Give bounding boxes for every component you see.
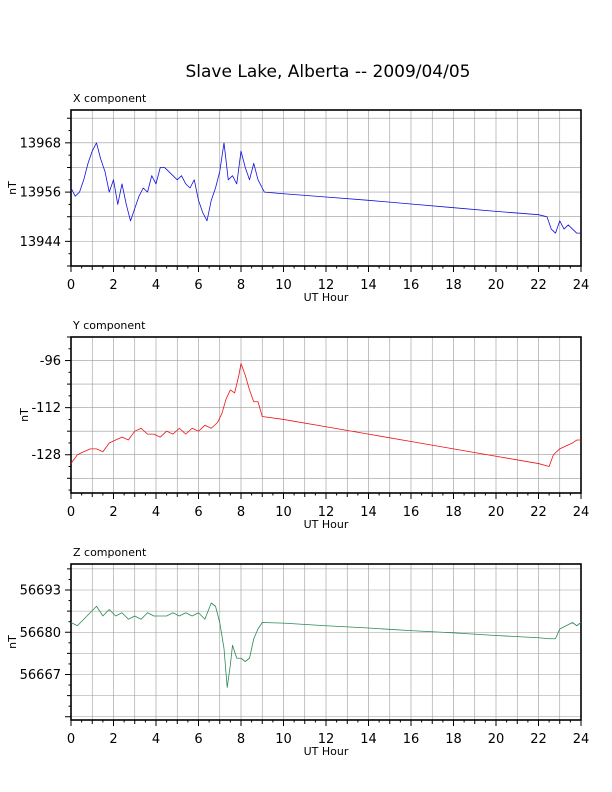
y-tick-label: -96 [40,354,61,369]
x-tick-label: 18 [445,278,462,293]
panel-label: Y component [72,319,146,332]
x-tick-label: 8 [237,732,245,747]
x-tick-label: 0 [67,278,75,293]
x-tick-label: 16 [403,732,420,747]
x-tick-label: 14 [360,505,377,520]
x-tick-label: 0 [67,732,75,747]
x-tick-label: 2 [109,505,117,520]
x-tick-label: 4 [152,505,160,520]
x-tick-label: 6 [194,278,202,293]
x-tick-label: 10 [275,278,292,293]
x-tick-label: 24 [573,278,590,293]
y-tick-label: 13956 [20,186,61,201]
x-tick-label: 12 [318,732,335,747]
x-tick-label: 0 [67,505,75,520]
x-tick-label: 4 [152,732,160,747]
x-tick-label: 14 [360,278,377,293]
x-tick-label: 8 [237,505,245,520]
x-axis-label: UT Hour [304,518,349,531]
x-tick-label: 4 [152,278,160,293]
x-tick-label: 24 [573,732,590,747]
x-tick-label: 14 [360,732,377,747]
x-tick-label: 6 [194,505,202,520]
x-tick-label: 20 [488,732,505,747]
x-tick-label: 8 [237,278,245,293]
series-line [70,363,581,467]
y-tick-label: 13944 [20,235,61,250]
y-axis-label: nT [6,181,19,195]
x-tick-label: 10 [275,732,292,747]
x-axis-label: UT Hour [304,745,349,758]
y-tick-label: 56693 [20,584,61,599]
y-tick-label: 56680 [20,626,61,641]
x-tick-label: 2 [109,278,117,293]
x-tick-label: 16 [403,505,420,520]
series-line [70,142,581,234]
series-line [70,602,582,688]
x-tick-label: 2 [109,732,117,747]
x-tick-label: 12 [318,278,335,293]
x-tick-label: 18 [445,505,462,520]
panel-label: Z component [73,546,147,559]
x-axis-label: UT Hour [304,291,349,304]
x-tick-label: 22 [530,505,547,520]
x-tick-label: 20 [488,278,505,293]
x-tick-label: 22 [530,278,547,293]
x-tick-label: 24 [573,505,590,520]
x-tick-label: 10 [275,505,292,520]
y-axis-label: nT [6,635,19,649]
y-axis-label: nT [18,408,31,422]
x-tick-label: 16 [403,278,420,293]
x-tick-label: 20 [488,505,505,520]
y-tick-label: -128 [31,448,61,463]
y-tick-label: -112 [31,401,61,416]
y-tick-label: 13968 [20,136,61,151]
x-tick-label: 18 [445,732,462,747]
x-tick-label: 6 [194,732,202,747]
x-tick-label: 22 [530,732,547,747]
chart-title: Slave Lake, Alberta -- 2009/04/05 [186,62,471,82]
panel-label: X component [73,92,147,105]
x-tick-label: 12 [318,505,335,520]
y-tick-label: 56667 [20,668,61,683]
